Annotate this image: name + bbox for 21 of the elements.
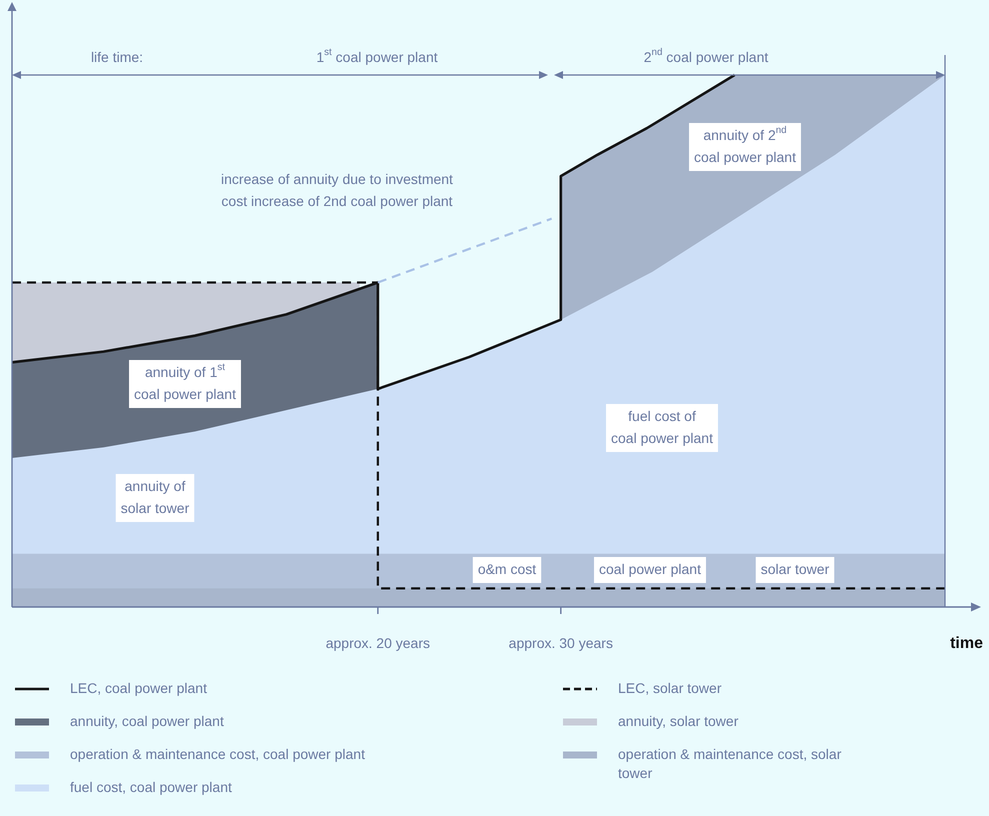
annotation: o&m cost [478,560,536,577]
text: annuity of 1$^{st}$ coal power plant [134,362,236,402]
annotation: solar tower [760,560,830,577]
legend-label: annuity, coal power plant [70,712,224,729]
text: annuity of 2$^{nd}$ coal power plant [694,125,796,165]
annotation: coal power plant [599,560,702,577]
annotation: annuity of solar tower [120,478,190,516]
text: life time: [90,48,144,65]
legend-label: operation & maintenance cost, solar tower [618,746,842,781]
x-tick-label: approx. 30 years [508,634,613,651]
annotation: fuel cost of coal power plant [611,408,714,446]
legend-label: fuel cost, coal power plant [70,778,232,795]
text: 1$^{st}$ coal power plant [316,47,438,65]
x-axis-title: time [950,635,984,652]
annotation: increase of annuity due to investment cost increase of 2nd coal power plant [221,170,454,209]
x-tick-label: approx. 20 years [326,634,430,651]
legend-label: operation & maintenance cost, coal power plant [70,746,366,762]
text: 2$^{nd}$ coal power plant [644,47,768,65]
legend-label: LEC, coal power plant [70,680,208,696]
legend-label: annuity, solar tower [618,712,739,729]
legend-label: LEC, solar tower [618,680,722,696]
